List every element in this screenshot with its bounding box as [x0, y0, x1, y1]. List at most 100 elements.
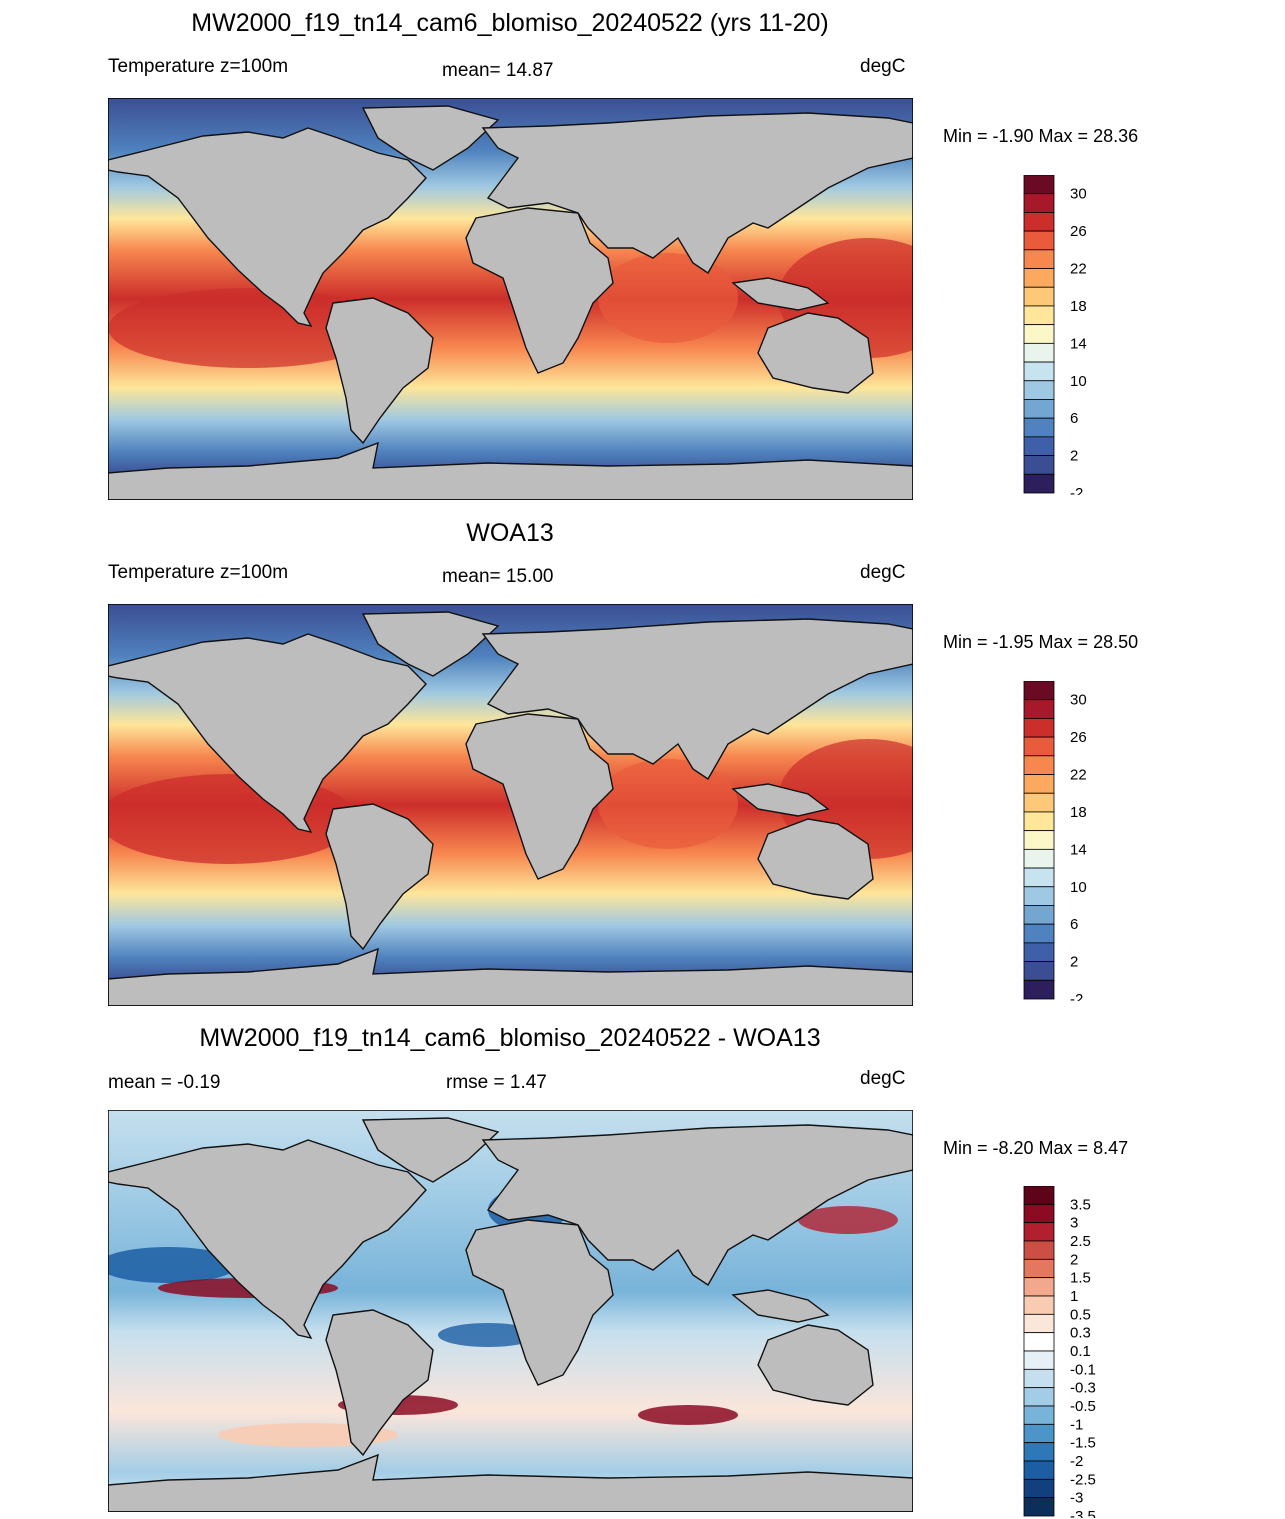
colorbar-box: [1023, 1442, 1055, 1462]
colorbar-label: -3.5: [1070, 1508, 1096, 1518]
colorbar-label: 0.5: [1070, 1306, 1091, 1323]
colorbar-box: [1023, 1277, 1055, 1297]
map-model: [108, 98, 913, 500]
units-label: degC: [860, 1068, 906, 1089]
colorbar-box: [1023, 792, 1055, 813]
colorbar-label: 10: [1070, 879, 1087, 896]
colorbar-box: [1023, 193, 1055, 213]
colorbar-label: 0.1: [1070, 1343, 1091, 1360]
colorbar-box: [1023, 1387, 1055, 1407]
colorbar-label: -2: [1070, 485, 1083, 495]
colorbar-label: 2: [1070, 1251, 1078, 1268]
units-label: degC: [860, 562, 906, 583]
map-obs: [108, 604, 913, 1006]
colorbar-label: -3: [1070, 1490, 1083, 1507]
colorbar-label: 6: [1070, 410, 1078, 427]
colorbar-model: 30 26 22 18 14 10 6 2 -2: [1023, 175, 1087, 495]
colorbar-box: [1023, 923, 1055, 944]
colorbar-label: 18: [1070, 804, 1087, 821]
colorbar-label: 22: [1070, 767, 1087, 784]
colorbar-label: 1: [1070, 1288, 1078, 1305]
minmax-label: Min = -1.95 Max = 28.50: [943, 632, 1139, 652]
colorbar-box: [1023, 286, 1055, 307]
mean-label: mean= 15.00: [442, 566, 554, 587]
colorbar-label: 14: [1070, 841, 1087, 858]
colorbar-label: 30: [1070, 692, 1087, 709]
colorbar-label: 10: [1070, 373, 1087, 390]
colorbar-label: -2.5: [1070, 1471, 1096, 1488]
colorbar-label: 3: [1070, 1215, 1078, 1232]
colorbar-box: [1023, 905, 1055, 925]
units-label: degC: [860, 56, 906, 77]
colorbar-box: [1023, 1478, 1055, 1499]
colorbar-box: [1023, 886, 1055, 906]
colorbar-box: [1023, 961, 1055, 981]
colorbar-box: [1023, 755, 1055, 775]
colorbar-diff: 3.532.521.510.50.30.1-0.1-0.3-0.5-1-1.5-…: [1023, 1186, 1096, 1518]
colorbar-box: [1023, 212, 1055, 232]
colorbar-box: [1023, 867, 1055, 888]
colorbar-box: [1023, 1405, 1055, 1425]
colorbar-box: [1023, 455, 1055, 475]
colorbar-box: [1023, 736, 1055, 757]
colorbar-label: -1: [1070, 1416, 1083, 1433]
colorbar-box: [1023, 774, 1055, 794]
colorbar-label: 26: [1070, 729, 1087, 746]
colorbar-box: [1023, 1258, 1055, 1279]
colorbar-box: [1023, 1497, 1055, 1517]
colorbar-label: 18: [1070, 298, 1087, 315]
colorbar-box: [1023, 1368, 1055, 1389]
colorbar-box: [1023, 399, 1055, 419]
colorbar-label: 30: [1070, 186, 1087, 203]
colorbar-box: [1023, 436, 1055, 456]
colorbar-label: 0.3: [1070, 1325, 1091, 1342]
colorbar-label: 26: [1070, 223, 1087, 240]
colorbar-label: -0.1: [1070, 1361, 1096, 1378]
colorbar-box: [1023, 1332, 1055, 1352]
mean-label: mean = -0.19: [108, 1072, 221, 1093]
colorbar-label: 2: [1070, 954, 1078, 971]
minmax-label: Min = -8.20 Max = 8.47: [943, 1138, 1129, 1158]
colorbar-box: [1023, 324, 1055, 344]
colorbar-box: [1023, 1423, 1055, 1444]
colorbar-label: 6: [1070, 916, 1078, 933]
colorbar-box: [1023, 1203, 1055, 1224]
panel-title: MW2000_f19_tn14_cam6_blomiso_20240522 - …: [199, 1024, 821, 1052]
colorbar-box: [1023, 1460, 1055, 1480]
variable-label: Temperature z=100m: [108, 562, 289, 583]
colorbar-box: [1023, 1295, 1055, 1315]
colorbar-box: [1023, 830, 1055, 850]
colorbar-label: 14: [1070, 335, 1087, 352]
colorbar-box: [1023, 1222, 1055, 1242]
colorbar-box: [1023, 718, 1055, 738]
colorbar-box: [1023, 417, 1055, 438]
panel-title: MW2000_f19_tn14_cam6_blomiso_20240522 (y…: [191, 9, 829, 37]
colorbar-label: -2: [1070, 1453, 1083, 1470]
panel-title: WOA13: [466, 519, 554, 547]
colorbar-box: [1023, 268, 1055, 288]
colorbar-box: [1023, 249, 1055, 269]
colorbar-label: -0.3: [1070, 1380, 1096, 1397]
colorbar-box: [1023, 1186, 1055, 1205]
colorbar-box: [1023, 681, 1055, 701]
colorbar-label: 22: [1070, 261, 1087, 278]
colorbar-box: [1023, 942, 1055, 962]
rmse-label: rmse = 1.47: [446, 1072, 547, 1093]
colorbar-box: [1023, 230, 1055, 251]
colorbar-label: 3.5: [1070, 1196, 1091, 1213]
variable-label: Temperature z=100m: [108, 56, 289, 77]
colorbar-box: [1023, 473, 1055, 494]
colorbar-box: [1023, 1240, 1055, 1260]
colorbar-box: [1023, 848, 1055, 869]
colorbar-box: [1023, 1350, 1055, 1370]
colorbar-obs: 30 26 22 18 14 10 6 2 -2: [1023, 681, 1087, 1001]
colorbar-label: 2.5: [1070, 1233, 1091, 1250]
colorbar-label: 1.5: [1070, 1270, 1091, 1287]
colorbar-label: -1.5: [1070, 1435, 1096, 1452]
colorbar-label: -0.5: [1070, 1398, 1096, 1415]
colorbar-box: [1023, 811, 1055, 832]
colorbar-box: [1023, 380, 1055, 400]
colorbar-box: [1023, 361, 1055, 382]
colorbar-box: [1023, 979, 1055, 1000]
colorbar-box: [1023, 175, 1055, 195]
